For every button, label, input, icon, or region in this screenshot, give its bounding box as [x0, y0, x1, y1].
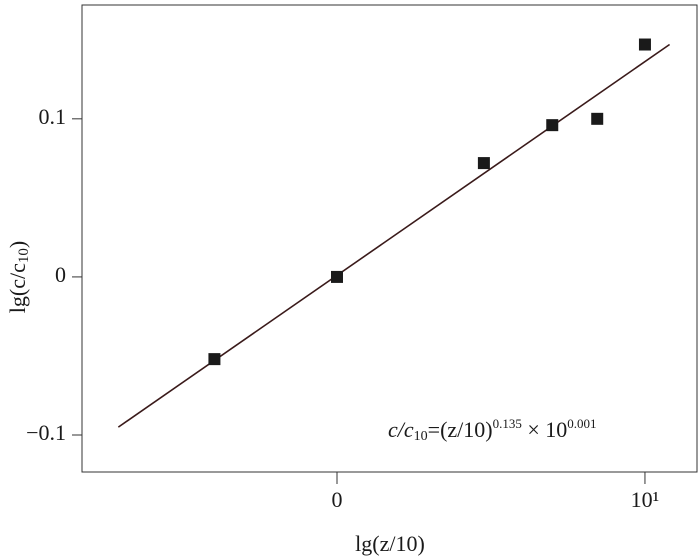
data-point	[477, 157, 490, 170]
annotation-part: 0.001	[567, 416, 596, 431]
annotation-part: 0.135	[493, 416, 522, 431]
y-label-part: lg(c/c	[5, 263, 30, 313]
annotation-part: =(z/10)	[428, 417, 493, 442]
annotation-part: c/c	[388, 417, 414, 442]
x-axis-label: lg(z/10)	[355, 531, 425, 556]
y-tick-label: 0	[55, 262, 66, 287]
annotation-part: × 10	[522, 417, 567, 442]
data-point	[208, 353, 221, 366]
y-tick-label: −0.1	[26, 420, 66, 445]
data-point	[591, 112, 604, 125]
annotation: c/c10=(z/10)0.135 × 100.001	[388, 416, 597, 444]
y-label-part: )	[5, 241, 30, 248]
y-tick-label: 0.1	[39, 104, 67, 129]
y-axis-label: lg(c/c10)	[5, 241, 32, 313]
x-tick-label: 10¹	[631, 487, 660, 512]
annotation-part: 10	[414, 429, 428, 444]
data-point	[638, 38, 651, 51]
data-point	[546, 119, 559, 132]
x-tick-label: 0	[331, 487, 342, 512]
y-label-sub: 10	[16, 248, 32, 263]
plot-frame	[81, 4, 698, 473]
fit-line	[117, 43, 671, 428]
data-point	[330, 270, 343, 283]
